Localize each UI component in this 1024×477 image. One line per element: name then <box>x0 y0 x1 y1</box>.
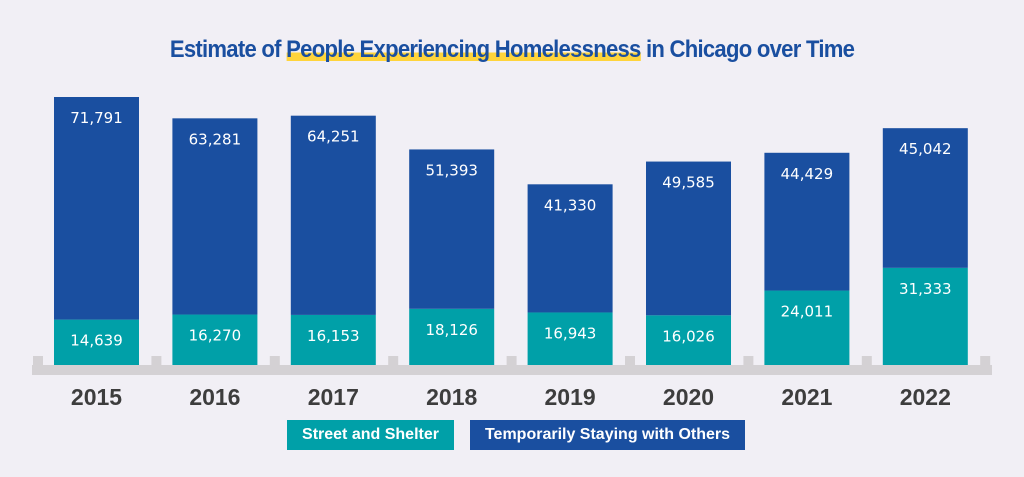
year-label: 2016 <box>189 384 240 410</box>
year-label: 2022 <box>900 384 951 410</box>
bar-segment <box>646 315 731 365</box>
value-label: 45,042 <box>899 140 952 158</box>
baseline-tick <box>861 356 872 366</box>
title-highlight: People Experiencing Homelessness <box>286 36 641 63</box>
bar-segment <box>764 152 850 291</box>
value-label: 24,011 <box>781 303 834 321</box>
value-label: 16,026 <box>662 327 715 345</box>
value-label: 31,333 <box>899 280 952 298</box>
bar-segment <box>172 314 258 365</box>
baseline-tick <box>625 356 635 366</box>
bar-segment <box>882 128 968 268</box>
bar-segment <box>54 97 139 320</box>
value-label: 18,126 <box>425 321 478 339</box>
value-label: 44,429 <box>781 165 834 183</box>
bar-segment <box>54 319 139 365</box>
bar-segment <box>409 149 495 309</box>
value-label: 14,639 <box>70 332 123 350</box>
value-label: 63,281 <box>189 130 242 148</box>
bar-segment <box>290 115 376 315</box>
year-label: 2019 <box>545 384 596 410</box>
year-label: 2021 <box>781 384 832 410</box>
bar-segment <box>290 314 376 365</box>
bar-segment <box>882 267 968 365</box>
bar-segment <box>172 118 258 315</box>
legend-temporarily-staying: Temporarily Staying with Others <box>470 420 745 450</box>
value-label: 64,251 <box>307 128 360 146</box>
chart-title: Estimate of People Experiencing Homeless… <box>41 36 983 64</box>
legend-street-and-shelter: Street and Shelter <box>287 420 454 450</box>
value-label: 16,153 <box>307 327 360 345</box>
title-part: Estimate of <box>169 36 287 63</box>
value-label: 71,791 <box>70 109 123 127</box>
bar-segment <box>409 308 495 365</box>
baseline-tick <box>388 356 399 366</box>
baseline-tick <box>33 356 43 366</box>
value-label: 16,943 <box>544 324 597 342</box>
baseline-tick <box>269 356 280 366</box>
baseline <box>32 365 992 375</box>
year-label: 2017 <box>308 384 359 410</box>
bar-segment <box>646 161 731 316</box>
year-label: 2020 <box>663 384 714 410</box>
year-label: 2018 <box>426 384 477 410</box>
baseline-tick <box>743 356 754 366</box>
title-part: in Chicago over Time <box>640 36 855 63</box>
bar-segment <box>527 184 613 313</box>
value-label: 49,585 <box>662 174 715 192</box>
bar-segment <box>527 312 613 365</box>
value-label: 41,330 <box>544 196 597 214</box>
value-label: 16,270 <box>189 327 242 345</box>
baseline-tick <box>506 356 517 366</box>
baseline-tick <box>151 356 162 366</box>
value-label: 51,393 <box>425 161 478 179</box>
bar-segment <box>764 290 850 365</box>
year-label: 2015 <box>71 384 122 410</box>
baseline-tick <box>980 356 991 366</box>
